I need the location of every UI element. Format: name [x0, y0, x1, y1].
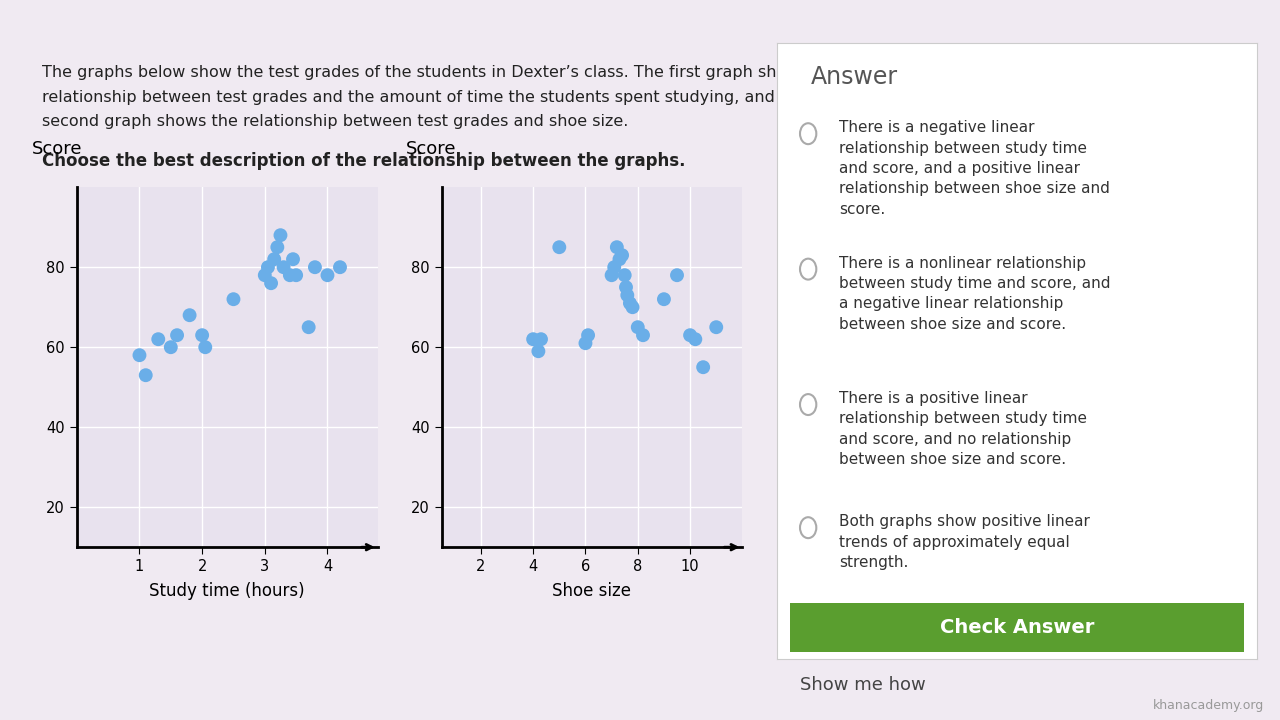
Point: [195, 341, 215, 353]
Point: [617, 289, 637, 301]
Circle shape: [804, 263, 813, 275]
Point: [612, 249, 632, 261]
Point: [257, 261, 278, 273]
Point: [261, 277, 282, 289]
Point: [614, 269, 635, 281]
Text: relationship between test grades and the amount of time the students spent study: relationship between test grades and the…: [42, 90, 806, 104]
Text: There is a nonlinear relationship
between study time and score, and
a negative l: There is a nonlinear relationship betwee…: [840, 256, 1111, 332]
Point: [270, 230, 291, 241]
Text: There is a negative linear
relationship between study time
and score, and a posi: There is a negative linear relationship …: [840, 120, 1110, 217]
Circle shape: [804, 521, 813, 534]
Point: [654, 294, 675, 305]
Point: [680, 330, 700, 341]
Point: [604, 261, 625, 273]
Point: [575, 338, 595, 349]
Point: [330, 261, 351, 273]
Text: Score: Score: [32, 140, 82, 158]
Point: [285, 269, 306, 281]
Point: [622, 302, 643, 313]
Point: [283, 253, 303, 265]
Point: [166, 330, 187, 341]
Point: [148, 333, 169, 345]
Point: [192, 330, 212, 341]
Point: [268, 241, 288, 253]
Point: [264, 253, 284, 265]
Point: [179, 310, 200, 321]
Text: Both graphs show positive linear
trends of approximately equal
strength.: Both graphs show positive linear trends …: [840, 514, 1091, 570]
Circle shape: [804, 398, 813, 410]
Point: [129, 349, 150, 361]
Point: [627, 321, 648, 333]
Point: [255, 269, 275, 281]
Point: [609, 253, 630, 265]
Point: [531, 333, 552, 345]
Point: [620, 297, 640, 309]
Text: Choose the best description of the relationship between the graphs.: Choose the best description of the relat…: [42, 152, 686, 170]
Text: The graphs below show the test grades of the students in Dexter’s class. The fir: The graphs below show the test grades of…: [42, 66, 840, 81]
Text: khanacademy.org: khanacademy.org: [1153, 698, 1265, 712]
Point: [707, 321, 727, 333]
Text: There is a positive linear
relationship between study time
and score, and no rel: There is a positive linear relationship …: [840, 391, 1088, 467]
Point: [632, 330, 653, 341]
Text: Score: Score: [406, 140, 456, 158]
Point: [667, 269, 687, 281]
Point: [685, 333, 705, 345]
Point: [692, 361, 713, 373]
Text: second graph shows the relationship between test grades and shoe size.: second graph shows the relationship betw…: [42, 114, 628, 129]
Point: [524, 333, 544, 345]
Point: [298, 321, 319, 333]
Point: [549, 241, 570, 253]
Text: Show me how: Show me how: [800, 675, 925, 693]
Point: [136, 369, 156, 381]
Text: Check Answer: Check Answer: [940, 618, 1094, 636]
Point: [223, 294, 243, 305]
Point: [607, 241, 627, 253]
Point: [160, 341, 180, 353]
Circle shape: [804, 127, 813, 140]
Point: [577, 330, 598, 341]
Point: [616, 282, 636, 293]
FancyBboxPatch shape: [767, 600, 1267, 654]
Point: [317, 269, 338, 281]
X-axis label: Study time (hours): Study time (hours): [150, 582, 305, 600]
Point: [279, 269, 300, 281]
Point: [305, 261, 325, 273]
Text: Answer: Answer: [810, 65, 897, 89]
Point: [529, 346, 549, 357]
X-axis label: Shoe size: Shoe size: [553, 582, 631, 600]
Point: [274, 261, 294, 273]
Point: [602, 269, 622, 281]
